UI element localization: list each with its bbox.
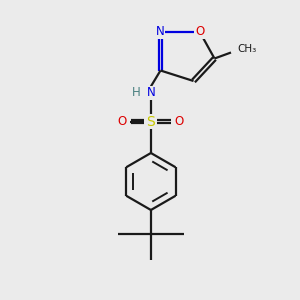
Text: N: N <box>146 86 155 100</box>
Text: O: O <box>175 115 184 128</box>
Text: O: O <box>195 25 204 38</box>
Text: S: S <box>146 115 155 128</box>
Text: N: N <box>156 25 165 38</box>
Text: H: H <box>131 86 140 100</box>
Text: CH₃: CH₃ <box>237 44 256 55</box>
Text: O: O <box>118 115 127 128</box>
